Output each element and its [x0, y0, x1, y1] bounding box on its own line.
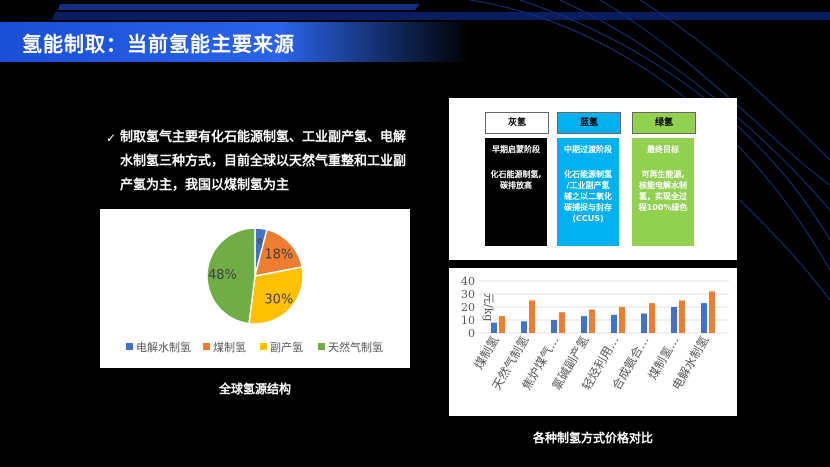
pie-chart-caption: 全球氢源结构 — [218, 382, 291, 396]
stage-head-1: 蓝氢 — [557, 112, 621, 134]
stage-label-0: 早期启蒙阶段 — [492, 145, 540, 154]
legend-label-2: 副产氢 — [270, 340, 303, 354]
pie-data-label-3: 48% — [208, 268, 237, 283]
bar-s1-2 — [559, 312, 565, 333]
pie-slice-3 — [206, 227, 256, 325]
legend-swatch-0 — [126, 343, 133, 350]
pie-chart: 4%18%30%48%电解水制氢 煤制氢 副产氢 天然气制氢 — [126, 227, 383, 354]
pie-data-label-1: 18% — [264, 248, 293, 263]
stage-label-1: 中期过渡阶段 — [564, 145, 612, 154]
stage-head-2: 绿氢 — [632, 112, 696, 134]
bar-ytick-1: 10 — [461, 314, 475, 327]
bar-ytick-2: 20 — [461, 301, 475, 314]
stage-desc-2: 可再生能源, 核能电解水制 氢，实现全过 程100%绿色 — [638, 170, 688, 212]
bar-s1-6 — [679, 300, 685, 333]
bar-ytick-0: 0 — [468, 327, 475, 340]
summary-bullet: ✓ 制取氢气主要有化石能源制氢、工业副产氢、电解 水制氢三种方式，目前全球以天然… — [106, 126, 420, 198]
page-title: 氢能制取：当前氢能主要来源 — [22, 32, 295, 56]
price-bar-chart-panel: 0 10 20 30 40 元/kg 煤制氢 天然气制氢 焦炉煤气… 氯碱副产氢 轻烃利用… 合成氨合… — [449, 268, 737, 416]
bar-s1-0 — [499, 316, 505, 333]
stage-box-2: 最终目标可再生能源, 核能电解水制 氢，实现全过 程100%绿色 — [632, 138, 694, 246]
bullet-line-2: 水制氢三种方式，目前全球以天然气重整和工业副 — [120, 154, 407, 169]
bar-ytick-3: 30 — [461, 288, 475, 301]
bar-ylabel: 元/kg — [482, 293, 495, 321]
bar-s0-4 — [611, 314, 617, 333]
legend-swatch-2 — [260, 343, 267, 350]
checkmark-icon: ✓ — [106, 131, 117, 145]
pie-slice-2 — [248, 266, 304, 325]
legend-swatch-1 — [203, 343, 210, 350]
bar-s0-6 — [671, 307, 677, 333]
bar-s0-0 — [491, 322, 497, 333]
legend-label-1: 煤制氢 — [213, 340, 246, 354]
stage-head-0: 灰氢 — [485, 112, 549, 134]
bar-s0-3 — [581, 316, 587, 333]
bar-s0-7 — [701, 303, 707, 333]
stage-desc-1: 化石能源制氢/工业副产氢 辅之以二氧化 碳捕捉与封存 (CCUS) — [564, 170, 612, 223]
bar-xtick-0: 煤制氢 — [471, 333, 502, 372]
bar-s0-1 — [521, 321, 527, 333]
bullet-line-1: 制取氢气主要有化石能源制氢、工业副产氢、电解 — [120, 130, 407, 145]
bar-chart-caption: 各种制氢方式价格对比 — [532, 431, 653, 445]
pie-slice-1 — [253, 228, 304, 277]
stage-label-2: 最终目标 — [647, 145, 679, 154]
legend-label-3: 天然气制氢 — [328, 340, 383, 354]
hydrogen-stages-panel: 灰氢 早期启蒙阶段 化石能源制氢, 碳排放高 蓝氢 中期过渡阶段 化石能源制氢/工业副产氢辅… — [449, 98, 737, 260]
stage-box-1: 中期过渡阶段化石能源制氢/工业副产氢 辅之以二氧化 碳捕捉与封存 (CCUS) — [557, 138, 619, 246]
bar-s0-2 — [551, 320, 557, 333]
bar-s1-1 — [529, 300, 535, 333]
legend-label-0: 电解水制氢 — [136, 340, 191, 354]
pie-data-label-2: 30% — [264, 292, 293, 307]
stage-box-0: 早期启蒙阶段化石能源制氢, 碳排放高 — [485, 138, 547, 246]
stage-desc-0: 化石能源制氢, 碳排放高 — [490, 170, 542, 190]
bullet-line-3: 产氢为主，我国以煤制氢为主 — [120, 178, 290, 193]
bar-s1-4 — [619, 307, 625, 333]
title-band — [0, 22, 470, 62]
legend-swatch-3 — [318, 343, 325, 350]
bar-s1-3 — [589, 309, 595, 333]
bar-s1-5 — [649, 303, 655, 333]
bar-ytick-4: 40 — [461, 275, 475, 288]
pie-chart-panel: 4% 18% 30% 48% 电解水制氢 煤制氢 副产氢 天然气制氢 — [100, 209, 410, 368]
price-bar-chart: 010203040元/kg煤制氢天然气制氢焦炉煤气…氯碱副产氢轻烃利用…合成氨合… — [461, 275, 729, 392]
bar-s0-5 — [641, 313, 647, 333]
bar-s1-7 — [709, 291, 715, 333]
